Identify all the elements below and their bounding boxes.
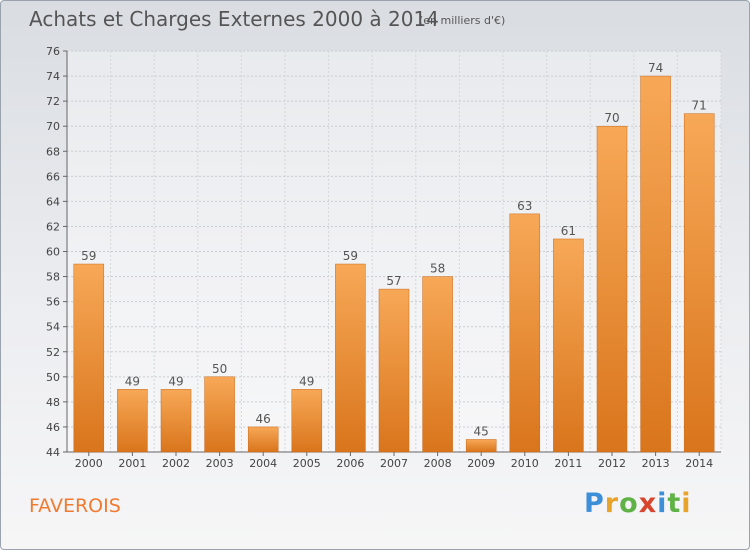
x-tick-label: 2004 — [249, 457, 277, 470]
bars — [73, 75, 715, 453]
chart-subtitle: (en milliers d'€) — [419, 14, 506, 27]
data-label: 50 — [212, 362, 227, 376]
data-label: 74 — [648, 61, 663, 75]
logo-letter: i — [657, 488, 668, 519]
bar-2013 — [640, 75, 671, 453]
labels: 59 2000 49 2001 49 2002 50 2003 46 2004 49 2005 59 20… — [75, 61, 713, 470]
y-tick-label: 66 — [46, 170, 60, 183]
x-tick-label: 2010 — [511, 457, 539, 470]
data-label: 71 — [692, 99, 707, 113]
data-label: 59 — [343, 249, 358, 263]
y-tick-label: 44 — [46, 446, 60, 459]
y-tick-label: 72 — [46, 95, 60, 108]
x-tick-label: 2009 — [467, 457, 495, 470]
x-tick-label: 2008 — [424, 457, 452, 470]
data-label: 61 — [561, 224, 576, 238]
logo-letter: x — [638, 488, 658, 519]
bar-2010 — [509, 213, 541, 453]
bar-2012 — [596, 125, 628, 453]
y-tick-label: 58 — [46, 271, 60, 284]
x-tick-label: 2007 — [380, 457, 408, 470]
x-tick-label: 2001 — [118, 457, 146, 470]
y-tick-label: 50 — [46, 371, 60, 384]
bar-2000 — [73, 263, 105, 453]
bar-2011 — [553, 238, 584, 453]
y-tick-label: 64 — [46, 195, 60, 208]
y-tick-label: 60 — [46, 246, 60, 259]
x-tick-label: 2011 — [554, 457, 582, 470]
y-tick-label: 70 — [46, 120, 60, 133]
x-tick-label: 2002 — [162, 457, 190, 470]
data-label: 49 — [125, 374, 140, 388]
logo-letter: t — [667, 488, 682, 519]
data-label: 57 — [386, 274, 401, 288]
data-label: 59 — [81, 249, 96, 263]
y-tick-label: 46 — [46, 421, 60, 434]
bar-2007 — [378, 288, 410, 453]
y-tick-label: 52 — [46, 346, 60, 359]
x-tick-label: 2000 — [75, 457, 103, 470]
x-tick-label: 2005 — [293, 457, 321, 470]
y-tick-label: 56 — [46, 296, 60, 309]
bar-2002 — [160, 389, 192, 453]
bar-2004 — [247, 426, 279, 453]
y-tick-label: 54 — [46, 321, 60, 334]
chart-title: Achats et Charges Externes 2000 à 2014 — [29, 7, 439, 31]
data-label: 70 — [604, 111, 619, 125]
data-label: 63 — [517, 199, 532, 213]
bar-2005 — [291, 389, 323, 453]
bar-2009 — [465, 439, 497, 453]
x-tick-label: 2013 — [642, 457, 670, 470]
bar-2001 — [117, 389, 148, 453]
place-name: FAVEROIS — [29, 495, 121, 517]
logo-letter: P — [584, 488, 605, 519]
x-tick-label: 2003 — [206, 457, 234, 470]
data-label: 46 — [256, 412, 271, 426]
logo-letter: o — [619, 488, 639, 519]
y-tick-label: 76 — [46, 45, 60, 58]
data-label: 49 — [168, 374, 183, 388]
proxiti-logo: Proxiti — [584, 488, 692, 519]
data-label: 49 — [299, 374, 314, 388]
bar-2006 — [335, 263, 366, 453]
y-tick-label: 68 — [46, 145, 60, 158]
data-label: 58 — [430, 262, 445, 276]
bar-2003 — [204, 376, 235, 453]
x-tick-label: 2014 — [685, 457, 713, 470]
bar-2014 — [683, 113, 715, 453]
bar-2008 — [422, 276, 453, 453]
data-label: 45 — [474, 424, 489, 438]
y-tick-label: 74 — [46, 70, 60, 83]
y-tick-label: 62 — [46, 220, 60, 233]
y-tick-label: 48 — [46, 396, 60, 409]
x-tick-label: 2006 — [336, 457, 364, 470]
x-tick-label: 2012 — [598, 457, 626, 470]
logo-letter: i — [681, 488, 692, 519]
logo-letter: r — [604, 488, 620, 519]
